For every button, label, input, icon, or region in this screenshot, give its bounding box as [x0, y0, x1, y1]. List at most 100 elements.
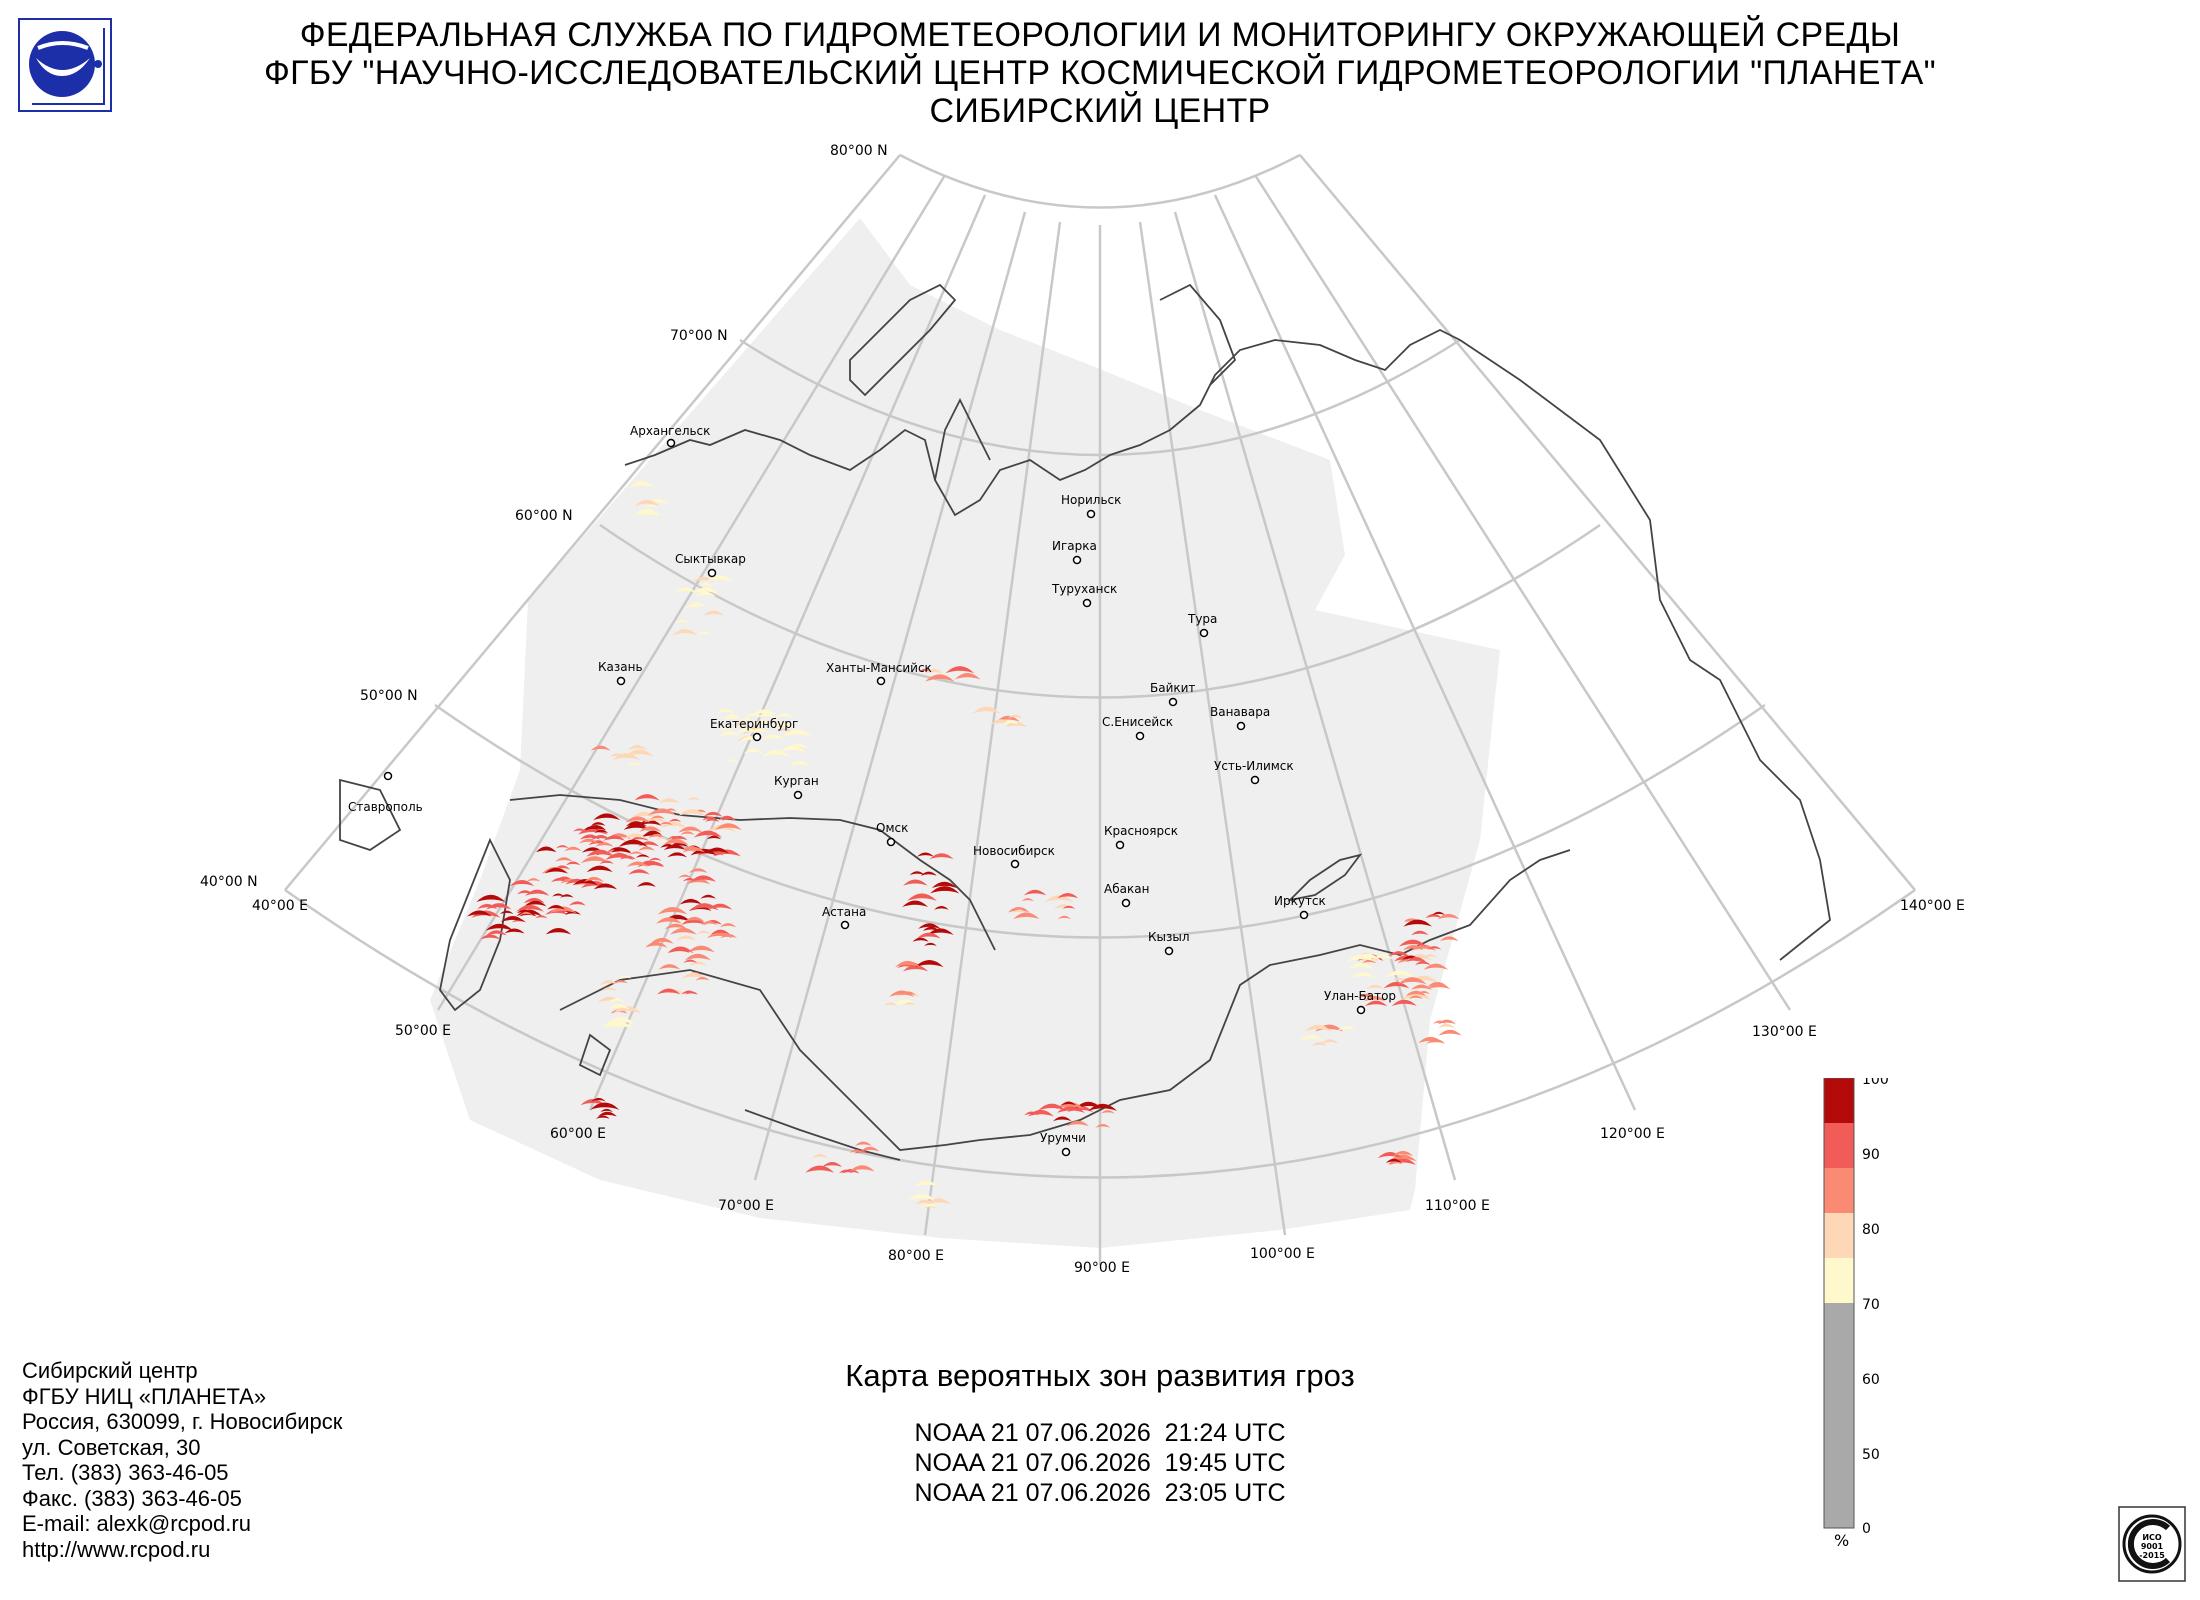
storm-cell: [811, 1154, 828, 1159]
storm-cell: [684, 604, 701, 609]
storm-cell: [604, 1021, 634, 1029]
storm-cell: [619, 855, 636, 860]
storm-cell: [1427, 983, 1451, 990]
storm-cell: [593, 883, 618, 890]
storm-cell: [485, 923, 514, 931]
storm-cell: [692, 587, 719, 594]
colorbar-tick: 100: [1862, 1078, 1889, 1088]
storm-cell: [922, 926, 940, 931]
storm-cell: [702, 816, 718, 821]
city-dot: [1121, 898, 1131, 908]
storm-cell: [700, 894, 716, 899]
pacific-coast: [1459, 339, 1831, 961]
storm-cell: [629, 851, 644, 855]
storm-cell: [535, 915, 548, 919]
storm-cell: [605, 1016, 636, 1025]
storm-cell: [751, 720, 773, 726]
longitude-labels: 40°00 E 50°00 E 60°00 E 70°00 E 80°00 E …: [252, 898, 1965, 1276]
storm-cell: [687, 945, 715, 953]
storm-cell: [695, 977, 710, 981]
storm-cell: [551, 877, 569, 883]
storm-cell: [627, 762, 642, 767]
parallel-80n: [899, 153, 1301, 209]
storm-cell: [672, 629, 698, 636]
storm-cell: [1385, 1158, 1403, 1163]
storm-cell: [627, 745, 648, 751]
storm-cell: [675, 619, 690, 624]
storm-cell: [667, 835, 682, 840]
lake-baikal: [1287, 853, 1363, 902]
storm-cell: [606, 833, 632, 840]
storm-cell: [685, 991, 698, 995]
storm-cell: [645, 941, 668, 948]
storm-cell: [903, 1002, 917, 1006]
storm-cell: [1021, 898, 1034, 902]
storm-cell: [945, 666, 975, 674]
storm-cell: [690, 903, 719, 911]
storm-cell: [555, 857, 573, 862]
storm-cell: [544, 867, 568, 874]
storm-cell: [517, 890, 534, 895]
city-dot: [752, 732, 762, 742]
storm-cell: [608, 998, 625, 1003]
org-line: Россия, 630099, г. Новосибирск: [22, 1409, 343, 1434]
storm-cell: [1054, 904, 1073, 909]
storm-cell: [739, 717, 754, 722]
storm-cell: [1433, 1020, 1447, 1024]
storm-cell: [972, 706, 1001, 714]
storm-cell: [608, 1004, 630, 1010]
storm-cell: [1417, 990, 1430, 995]
colorbar-bands: [1824, 1078, 1854, 1528]
storm-cell: [650, 937, 674, 944]
storm-cell: [912, 937, 929, 942]
pass-line: NOAA 21 07.06.2026 23:05 UTC: [914, 1479, 1286, 1507]
storm-cell: [775, 713, 794, 718]
storm-cell: [1357, 993, 1376, 999]
storm-cell: [1391, 999, 1417, 1007]
storm-cell: [682, 846, 706, 853]
storm-cell: [564, 910, 581, 915]
storm-cell: [657, 988, 681, 995]
storm-cell: [637, 819, 662, 826]
storm-cell: [927, 928, 954, 936]
storm-cell: [586, 865, 613, 873]
storm-cell: [1392, 977, 1405, 981]
storm-cell: [805, 1165, 835, 1173]
city-markers: [383, 438, 1366, 1157]
storm-cell: [657, 907, 688, 915]
org-email[interactable]: E-mail: alexk@rcpod.ru: [22, 1511, 251, 1536]
storm-cell: [684, 916, 705, 922]
storm-cell: [1067, 1105, 1094, 1113]
storm-cell: [647, 808, 677, 816]
colorbar-band: [1824, 1258, 1854, 1303]
city-label-vanavara: Ванавара: [1210, 705, 1270, 719]
storm-cell: [675, 587, 697, 593]
storm-cell: [914, 1180, 939, 1187]
storm-cell: [509, 879, 535, 887]
org-line: ФГБУ НИЦ «ПЛАНЕТА»: [22, 1383, 267, 1409]
storm-cell: [924, 669, 944, 674]
org-website[interactable]: http://www.rcpod.ru: [22, 1536, 211, 1562]
storm-cell: [732, 722, 750, 727]
city-dot: [840, 920, 850, 930]
storm-cell: [902, 965, 929, 972]
storm-cell: [553, 865, 571, 870]
storm-cell: [687, 797, 701, 801]
storm-cell: [720, 933, 738, 939]
city-label-tura: Тура: [1187, 612, 1217, 626]
storm-cell: [860, 1146, 880, 1152]
storm-cell: [678, 874, 692, 878]
storm-cell: [1347, 954, 1376, 962]
storm-cell: [1418, 1036, 1443, 1043]
storm-cell: [714, 823, 742, 830]
storm-cell: [1383, 981, 1410, 989]
storm-cell: [1439, 936, 1459, 942]
city-dot: [1299, 910, 1309, 920]
city-label-abakan: Абакан: [1104, 882, 1149, 896]
storm-cell: [600, 1108, 613, 1113]
storm-cell: [1053, 1116, 1072, 1122]
storm-cell: [1088, 1103, 1118, 1111]
storm-cell: [612, 1006, 642, 1014]
city-label-kazan: Казань: [598, 660, 643, 674]
storm-cell: [679, 898, 702, 905]
